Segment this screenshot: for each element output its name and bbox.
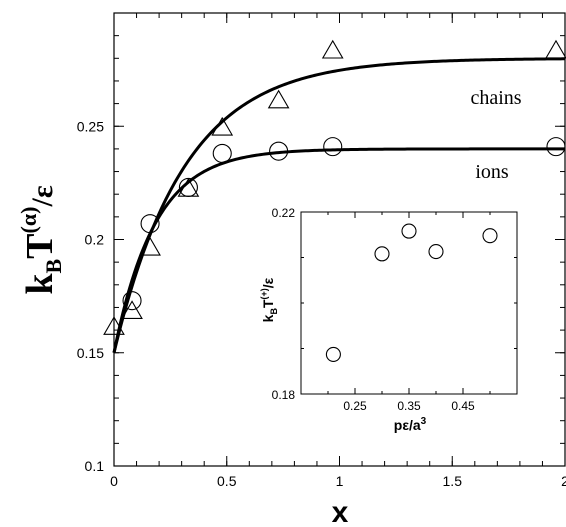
ions-circle-marker [140, 214, 160, 234]
chains-triangle-marker [321, 39, 344, 59]
chains-triangle-marker [211, 116, 234, 136]
x-tick-label: 1.5 [443, 473, 463, 489]
series-label-chains: chains [470, 87, 521, 109]
x-tick-label: 0.25 [343, 399, 367, 413]
y-tick-label: 0.22 [272, 206, 296, 220]
y-title-k: k [19, 273, 61, 295]
ions-circle-marker [546, 137, 566, 157]
y-title-T: T [19, 233, 61, 258]
main-ticks: 0 0.5 1 1.5 2 0.1 0.15 0.2 0.25 [77, 12, 566, 489]
circle-marker [428, 244, 444, 260]
y-tick-label: 0.2 [85, 232, 105, 248]
ions-circle-marker [212, 143, 232, 163]
circle-marker [482, 228, 498, 244]
circle-marker [374, 246, 390, 262]
ions-circle-marker [178, 177, 198, 197]
ions-circle-marker [269, 141, 289, 161]
x-tick-label: 0 [110, 473, 118, 489]
circle-marker [325, 346, 341, 362]
main-x-axis-title: x [332, 496, 349, 527]
main-y-axis-title: kBT(α)/ε [16, 185, 66, 294]
x-tick-label: 0.35 [397, 399, 421, 413]
chains-triangle-marker [139, 236, 161, 256]
inset-y-axis-title: kBT(+)/ε [259, 277, 279, 322]
y-title-tail: /ε [26, 185, 59, 207]
x-tick-label: 0.5 [217, 473, 237, 489]
chains-triangle-marker [267, 89, 290, 109]
series-label-ions: ions [475, 161, 509, 183]
y-title-sup: (α) [16, 207, 41, 234]
y-title-sub: B [41, 259, 66, 274]
y-tick-label: 0.18 [272, 388, 296, 402]
svg-text:kBT(+)/ε: kBT(+)/ε [259, 277, 279, 322]
x-tick-label: 2 [561, 473, 566, 489]
inset-data-points [325, 223, 498, 362]
y-tick-label: 0.25 [77, 118, 104, 134]
chains-triangle-marker [121, 300, 143, 320]
ions-circle-marker [122, 291, 142, 311]
chains-triangle-marker [103, 316, 125, 335]
fit-curve-ions [112, 147, 565, 354]
fit-curve-chains [112, 57, 566, 354]
main-fit-curves [112, 57, 566, 354]
svg-text:kBT(α)/ε: kBT(α)/ε [16, 185, 66, 294]
circle-marker [401, 223, 417, 239]
x-tick-label: 0.45 [451, 399, 475, 413]
y-tick-label: 0.15 [77, 345, 104, 361]
main-data-points [103, 39, 566, 335]
y-tick-label: 0.1 [85, 458, 105, 474]
ions-circle-marker [323, 137, 343, 157]
chains-triangle-marker [545, 39, 566, 59]
inset-ticks: 0.25 0.35 0.45 0.18 0.22 [272, 206, 518, 413]
inset-x-axis-title: pε/a3 [394, 416, 427, 433]
x-tick-label: 1 [336, 473, 344, 489]
